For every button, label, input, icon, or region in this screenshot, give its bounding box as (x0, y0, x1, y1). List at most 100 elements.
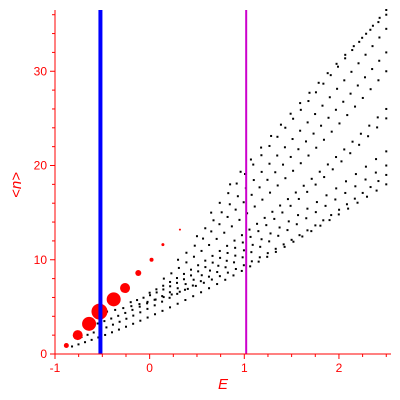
data-point (138, 305, 141, 308)
data-point (292, 240, 295, 243)
data-point (349, 152, 352, 155)
data-point (375, 158, 378, 161)
data-point (170, 293, 173, 296)
data-point (225, 259, 228, 262)
data-point (224, 266, 227, 269)
data-point (177, 258, 180, 261)
data-point (215, 237, 218, 240)
data-point (306, 229, 309, 232)
data-point (204, 227, 207, 230)
data-point (321, 104, 324, 107)
data-point (350, 70, 353, 73)
data-point (71, 345, 74, 348)
data-point (371, 68, 374, 71)
data-point (149, 294, 152, 297)
data-point (228, 203, 231, 206)
data-point (182, 278, 185, 281)
data-point (238, 218, 241, 221)
data-point (297, 214, 300, 217)
data-point (375, 189, 378, 192)
data-point (278, 226, 281, 229)
data-point (324, 204, 327, 207)
data-point (330, 214, 333, 217)
data-point (117, 328, 120, 331)
y-tick-label: 30 (34, 64, 48, 78)
data-point (252, 179, 255, 182)
data-point (314, 224, 317, 227)
data-point (284, 126, 287, 129)
data-point (148, 291, 151, 294)
data-point (305, 140, 308, 143)
data-point (125, 317, 128, 320)
data-point (155, 291, 158, 294)
data-point (297, 148, 300, 151)
y-tick-label: 10 (34, 253, 48, 267)
data-point (204, 259, 207, 262)
data-point (204, 266, 207, 269)
data-point (176, 292, 179, 295)
data-point (233, 261, 236, 264)
data-point (338, 122, 341, 125)
data-point (322, 138, 325, 141)
data-point (334, 198, 337, 201)
data-point (177, 266, 180, 269)
data-point (218, 249, 221, 252)
data-point (216, 271, 219, 274)
x-axis-label: E (218, 376, 229, 393)
data-point (369, 88, 372, 91)
data-point (310, 177, 313, 180)
data-point (242, 249, 245, 252)
data-point (361, 36, 364, 39)
data-point (211, 254, 214, 257)
data-point (378, 16, 381, 19)
data-point (351, 140, 354, 143)
data-point (263, 216, 266, 219)
data-point (359, 132, 362, 135)
highlight-point (82, 316, 97, 331)
data-point (208, 269, 211, 272)
data-point (176, 281, 179, 284)
data-points-layer (71, 9, 388, 348)
data-point (136, 299, 139, 302)
data-point (259, 245, 262, 248)
data-point (250, 260, 253, 263)
data-point (132, 322, 135, 325)
data-point (335, 187, 338, 190)
data-point (97, 336, 100, 339)
highlight-point (149, 257, 154, 262)
data-point (192, 295, 195, 298)
data-point (361, 96, 364, 99)
data-point (197, 264, 200, 267)
data-point (354, 173, 357, 176)
data-point (325, 194, 328, 197)
data-point (351, 49, 354, 52)
data-point (138, 303, 141, 306)
data-point (224, 278, 227, 281)
data-point (276, 184, 279, 187)
data-point (178, 290, 181, 293)
data-point (211, 261, 214, 264)
data-point (268, 144, 271, 147)
data-point (305, 217, 308, 220)
data-point (239, 170, 242, 173)
data-point (302, 184, 305, 187)
data-point (161, 300, 164, 303)
data-point (194, 284, 197, 287)
data-point (344, 53, 347, 56)
data-point (241, 256, 244, 259)
data-point (226, 271, 229, 274)
data-point (219, 256, 222, 259)
data-point (366, 195, 369, 198)
data-point (257, 230, 260, 233)
data-point (169, 306, 172, 309)
data-point (249, 235, 252, 238)
data-point (168, 296, 171, 299)
data-point (212, 219, 215, 222)
data-point (364, 76, 367, 79)
data-point (218, 223, 221, 226)
data-point (260, 154, 263, 157)
y-axis-label: <n> (8, 172, 25, 198)
data-point (146, 307, 149, 310)
data-point (169, 280, 172, 283)
data-point (162, 277, 165, 280)
